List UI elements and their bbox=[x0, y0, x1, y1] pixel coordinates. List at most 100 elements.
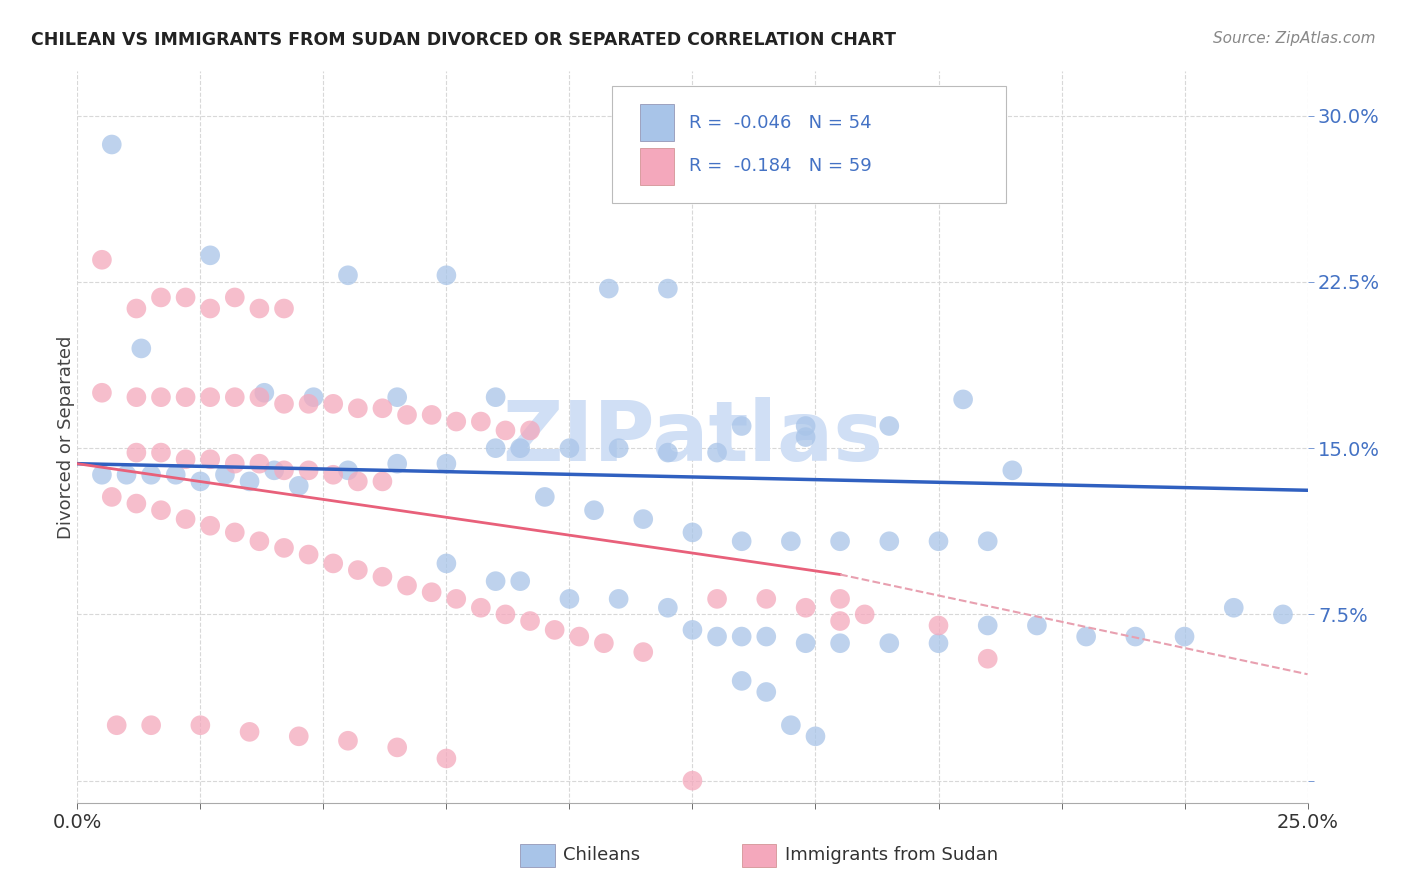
Point bbox=[298, 397, 321, 411]
Point bbox=[420, 408, 443, 422]
Point bbox=[249, 534, 271, 549]
FancyBboxPatch shape bbox=[613, 86, 1007, 203]
Point bbox=[558, 441, 581, 455]
Point bbox=[150, 445, 173, 459]
Point bbox=[1001, 463, 1024, 477]
Point bbox=[337, 733, 360, 747]
Point bbox=[385, 740, 409, 755]
Point bbox=[1125, 630, 1147, 644]
Point bbox=[977, 618, 1000, 632]
Point bbox=[174, 290, 197, 304]
Point bbox=[731, 630, 754, 644]
Point bbox=[322, 467, 344, 482]
Text: Chileans: Chileans bbox=[564, 847, 640, 864]
Point bbox=[1076, 630, 1098, 644]
Point bbox=[519, 614, 541, 628]
Point bbox=[470, 415, 492, 429]
Point bbox=[125, 390, 148, 404]
Point bbox=[273, 397, 295, 411]
Point bbox=[706, 445, 728, 459]
Point bbox=[794, 636, 817, 650]
Point bbox=[249, 457, 271, 471]
Point bbox=[188, 718, 212, 732]
Point bbox=[200, 518, 222, 533]
Text: R =  -0.184   N = 59: R = -0.184 N = 59 bbox=[689, 158, 872, 176]
Point bbox=[794, 419, 817, 434]
Point bbox=[253, 385, 276, 400]
Point bbox=[977, 651, 1000, 665]
Point bbox=[485, 441, 508, 455]
Point bbox=[928, 618, 950, 632]
Point bbox=[830, 614, 852, 628]
Point bbox=[298, 548, 321, 562]
Point bbox=[977, 534, 1000, 549]
Point bbox=[224, 390, 246, 404]
Point bbox=[544, 623, 567, 637]
Point bbox=[682, 525, 704, 540]
Point bbox=[249, 301, 271, 316]
Point bbox=[396, 578, 419, 592]
Point bbox=[731, 534, 754, 549]
Point bbox=[436, 557, 458, 571]
Point bbox=[200, 390, 222, 404]
Point bbox=[337, 268, 360, 283]
Point bbox=[200, 248, 222, 262]
Point bbox=[731, 419, 754, 434]
Point bbox=[731, 673, 754, 688]
Point bbox=[101, 490, 124, 504]
Point bbox=[105, 718, 128, 732]
Point bbox=[470, 600, 492, 615]
Point bbox=[165, 467, 187, 482]
Point bbox=[607, 591, 630, 606]
Point bbox=[485, 390, 508, 404]
Point bbox=[706, 630, 728, 644]
Point bbox=[794, 430, 817, 444]
Point bbox=[436, 268, 458, 283]
Point bbox=[1026, 618, 1049, 632]
Point bbox=[755, 591, 778, 606]
Point bbox=[188, 475, 212, 489]
Point bbox=[495, 424, 517, 438]
Point bbox=[347, 563, 370, 577]
Point bbox=[593, 636, 616, 650]
Point bbox=[583, 503, 606, 517]
Point bbox=[125, 497, 148, 511]
Bar bbox=[520, 844, 554, 867]
Point bbox=[302, 390, 325, 404]
Y-axis label: Divorced or Separated: Divorced or Separated bbox=[58, 335, 75, 539]
Point bbox=[273, 301, 295, 316]
Point bbox=[347, 475, 370, 489]
Bar bbox=[742, 844, 776, 867]
Point bbox=[371, 475, 394, 489]
Point bbox=[150, 503, 173, 517]
Point bbox=[509, 441, 531, 455]
Point bbox=[129, 342, 153, 356]
Point bbox=[1174, 630, 1197, 644]
Point bbox=[436, 457, 458, 471]
Point bbox=[509, 574, 531, 589]
Point bbox=[224, 457, 246, 471]
Point bbox=[853, 607, 876, 622]
Point bbox=[928, 534, 950, 549]
Text: Immigrants from Sudan: Immigrants from Sudan bbox=[785, 847, 998, 864]
Point bbox=[125, 445, 148, 459]
Point bbox=[706, 591, 728, 606]
Point bbox=[657, 282, 679, 296]
Text: Source: ZipAtlas.com: Source: ZipAtlas.com bbox=[1212, 31, 1375, 46]
Point bbox=[780, 718, 803, 732]
Point bbox=[90, 467, 114, 482]
Point bbox=[682, 773, 704, 788]
Point bbox=[174, 452, 197, 467]
Point bbox=[288, 729, 311, 743]
Point bbox=[150, 290, 173, 304]
Point bbox=[879, 419, 901, 434]
Point bbox=[115, 467, 138, 482]
Point bbox=[322, 397, 344, 411]
Point bbox=[200, 452, 222, 467]
Point bbox=[322, 557, 344, 571]
Point bbox=[214, 467, 236, 482]
Point bbox=[150, 390, 173, 404]
Point bbox=[568, 630, 591, 644]
Point bbox=[337, 463, 360, 477]
Point bbox=[174, 390, 197, 404]
